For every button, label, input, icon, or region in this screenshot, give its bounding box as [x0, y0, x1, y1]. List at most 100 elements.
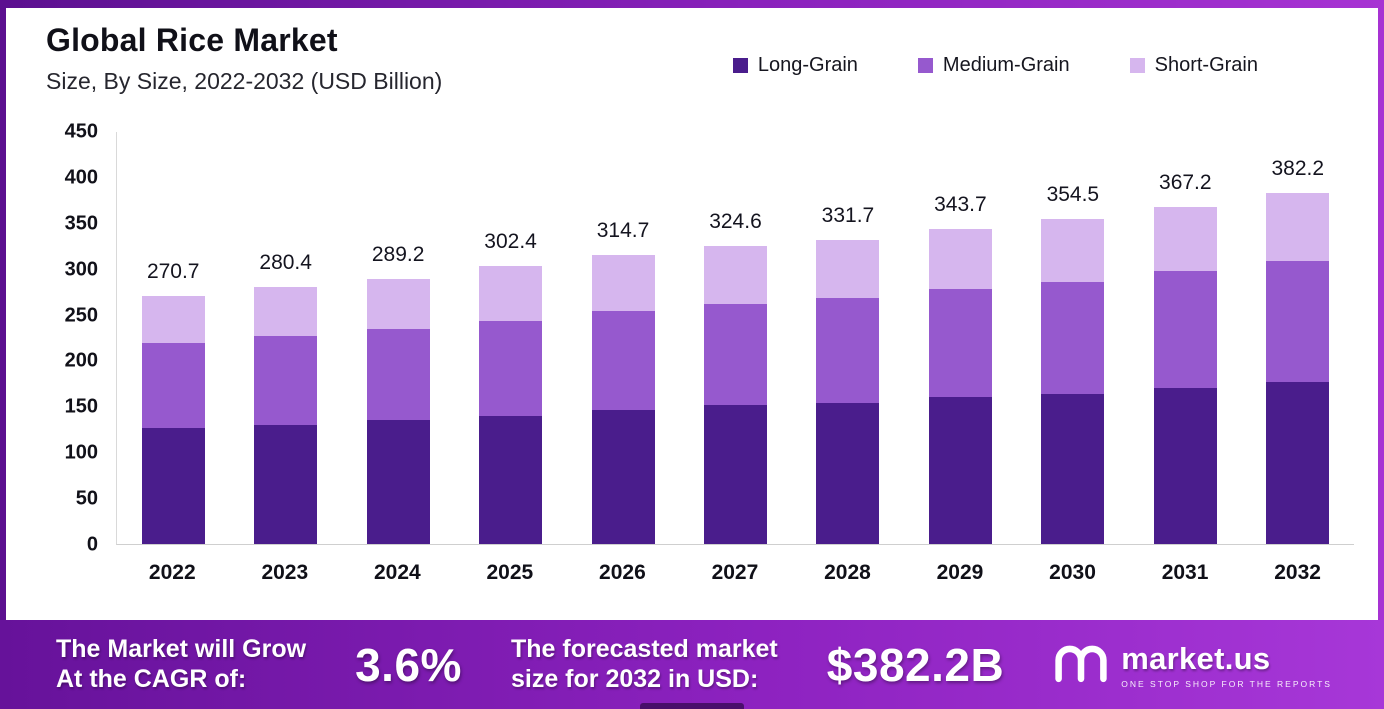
bar-total-label: 314.7 — [596, 219, 650, 243]
bar-segment-long-grain — [1041, 393, 1105, 544]
chart-card: Global Rice Market Size, By Size, 2022-2… — [6, 8, 1378, 620]
legend-item-medium-grain: Medium-Grain — [917, 54, 1070, 77]
legend-item-long-grain: Long-Grain — [732, 54, 858, 77]
bar-2024: 289.2 — [366, 132, 430, 544]
bar-segment-medium-grain — [1153, 271, 1217, 388]
bar-segment-short-grain — [816, 239, 880, 299]
forecast-value: $382.2B — [826, 638, 1005, 691]
bar-total-label: 289.2 — [371, 242, 425, 266]
y-axis: 450 400 350 300 250 200 150 100 50 0 — [44, 121, 108, 556]
y-tick-label: 0 — [86, 533, 98, 556]
chart-area: 450 400 350 300 250 200 150 100 50 0 270.7 280.4 28… — [44, 121, 1354, 585]
legend-label-short-grain: Short-Grain — [1154, 54, 1258, 76]
x-axis-label: 2029 — [936, 561, 984, 584]
page-title: Global Rice Market — [46, 22, 338, 58]
bar-segment-medium-grain — [254, 335, 318, 425]
bar-segment-short-grain — [479, 266, 543, 321]
bar-segment-short-grain — [1266, 193, 1330, 262]
bar-total-label: 354.5 — [1046, 182, 1100, 206]
y-tick-label: 350 — [64, 212, 98, 235]
bar-segment-long-grain — [928, 397, 992, 544]
legend-swatch-medium-grain — [917, 58, 933, 73]
y-tick-label: 400 — [64, 166, 98, 189]
bar-segment-long-grain — [816, 402, 880, 544]
x-axis-label: 2024 — [373, 561, 421, 584]
legend-label-long-grain: Long-Grain — [757, 54, 858, 76]
legend-label-medium-grain: Medium-Grain — [942, 54, 1070, 76]
bar-2023: 280.4 — [254, 132, 318, 544]
bar-total-label: 367.2 — [1159, 171, 1212, 194]
x-axis-label: 2032 — [1274, 561, 1321, 584]
bar-segment-long-grain — [1153, 387, 1217, 544]
bar-segment-short-grain — [1041, 218, 1105, 283]
bar-2025: 302.4 — [479, 132, 543, 544]
legend-swatch-long-grain — [732, 58, 748, 73]
plot-area: 270.7 280.4 289.2 302.4 314.7 324.6 331.7 343.7… — [116, 132, 1354, 545]
bar-2032: 382.2 — [1266, 132, 1330, 544]
bar-segment-short-grain — [928, 228, 992, 289]
bottom-indicator — [640, 703, 744, 709]
legend-item-short-grain: Short-Grain — [1129, 54, 1258, 77]
bar-segment-long-grain — [591, 410, 655, 544]
bar-2022: 270.7 — [141, 132, 205, 544]
bar-2029: 343.7 — [928, 132, 992, 544]
brand-name: market.us — [1121, 640, 1271, 676]
x-axis-label: 2028 — [824, 561, 871, 584]
bar-segment-medium-grain — [1266, 261, 1330, 382]
brand-logo: market.us ONE STOP SHOP FOR THE REPORTS — [1053, 641, 1332, 689]
bar-total-label: 324.6 — [709, 210, 762, 234]
legend-swatch-short-grain — [1129, 58, 1145, 73]
y-tick-label: 450 — [64, 120, 98, 143]
cagr-value: 3.6% — [355, 638, 462, 691]
footer-banner: The Market will Grow At the CAGR of: 3.6… — [0, 620, 1384, 709]
bar-total-label: 302.4 — [484, 230, 537, 254]
bar-total-label: 382.2 — [1271, 157, 1325, 181]
x-axis: 2022 2023 2024 2025 2026 2027 2028 2029 2030 2031… — [116, 561, 1354, 585]
bar-segment-long-grain — [141, 428, 205, 544]
brand-text: market.us ONE STOP SHOP FOR THE REPORTS — [1121, 641, 1332, 689]
bar-total-label: 270.7 — [146, 259, 200, 283]
bar-2027: 324.6 — [703, 132, 767, 544]
y-tick-label: 200 — [64, 349, 98, 372]
y-tick-label: 50 — [75, 487, 98, 510]
forecast-label: The forecasted market size for 2032 in U… — [510, 635, 778, 693]
bar-segment-medium-grain — [366, 329, 430, 421]
bar-segment-medium-grain — [591, 310, 655, 411]
x-axis-label: 2022 — [148, 561, 196, 584]
bar-segment-short-grain — [703, 246, 767, 304]
y-tick-label: 300 — [64, 258, 98, 281]
bar-segment-medium-grain — [703, 303, 767, 406]
x-axis-label: 2030 — [1049, 561, 1096, 584]
x-axis-label: 2031 — [1161, 561, 1209, 584]
x-axis-label: 2023 — [261, 561, 309, 584]
bar-segment-short-grain — [591, 255, 655, 311]
brand-tagline: ONE STOP SHOP FOR THE REPORTS — [1121, 678, 1332, 689]
bar-segment-long-grain — [1266, 381, 1330, 544]
legend: Long-Grain Medium-Grain Short-Grain — [732, 54, 1258, 77]
chart-header: Global Rice Market Size, By Size, 2022-2… — [46, 22, 442, 95]
bar-segment-medium-grain — [1041, 282, 1105, 394]
bar-2028: 331.7 — [816, 132, 880, 544]
bar-total-label: 331.7 — [821, 203, 875, 227]
bar-segment-medium-grain — [141, 343, 205, 429]
x-axis-label: 2026 — [599, 561, 646, 584]
bar-segment-medium-grain — [816, 298, 880, 403]
bar-2031: 367.2 — [1153, 132, 1217, 544]
bar-total-label: 280.4 — [259, 250, 312, 274]
bar-segment-long-grain — [254, 424, 318, 544]
market-us-logo-icon — [1053, 641, 1109, 688]
bar-2030: 354.5 — [1041, 132, 1105, 544]
bar-segment-short-grain — [1153, 207, 1217, 272]
bar-2026: 314.7 — [591, 132, 655, 544]
y-tick-label: 100 — [64, 441, 98, 464]
bar-segment-long-grain — [366, 420, 430, 544]
bar-segment-long-grain — [479, 415, 543, 544]
bar-segment-medium-grain — [479, 321, 543, 416]
bar-segment-medium-grain — [928, 288, 992, 398]
y-tick-label: 150 — [64, 395, 98, 418]
bar-segment-short-grain — [366, 278, 430, 330]
cagr-label: The Market will Grow At the CAGR of: — [56, 635, 307, 693]
y-tick-label: 250 — [64, 304, 98, 327]
bar-segment-short-grain — [254, 286, 318, 336]
